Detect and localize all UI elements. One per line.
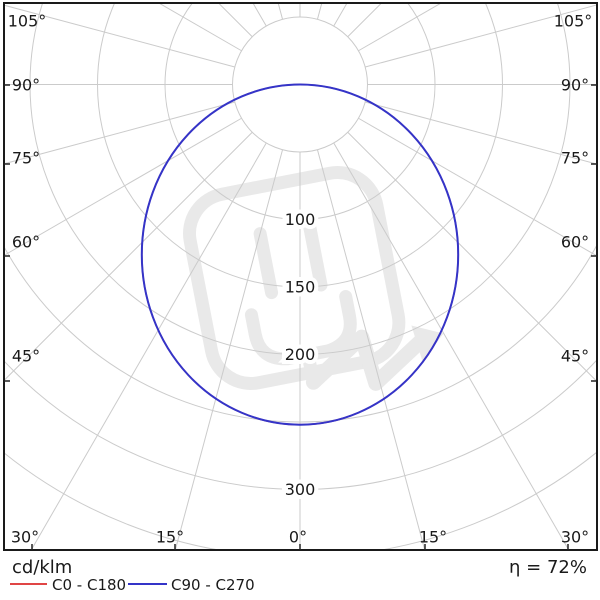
efficiency-value: η = 72% <box>509 557 587 578</box>
ring-value-label: 150 <box>285 278 316 297</box>
angle-label-right: 90° <box>561 76 589 95</box>
legend: C0 - C180 C90 - C270 <box>0 576 600 596</box>
angle-label-bottom: 15° <box>419 528 447 547</box>
angle-label-right: 45° <box>561 347 589 366</box>
angle-label-left: 90° <box>12 76 40 95</box>
unit-label: cd/klm <box>12 557 73 578</box>
plug-logo-watermark <box>183 166 444 391</box>
angle-label-right: 75° <box>561 149 589 168</box>
angle-label-left: 105° <box>8 12 47 31</box>
frame-ticks <box>4 84 597 550</box>
angle-label-right: 105° <box>554 12 593 31</box>
angle-label-right: 60° <box>561 233 589 252</box>
ring-value-label: 300 <box>285 480 316 499</box>
legend-label-c90-c270: C90 - C270 <box>171 576 255 594</box>
ring-value-label: 200 <box>285 345 316 364</box>
ring-value-label: 100 <box>285 210 316 229</box>
angle-label-bottom: 15° <box>156 528 184 547</box>
intensity-curves <box>140 83 460 426</box>
angle-label-left: 60° <box>12 233 40 252</box>
legend-swatch-c0-c180 <box>10 583 47 585</box>
curve-C90-C270 <box>140 83 460 426</box>
angle-label-left: 30° <box>11 528 39 547</box>
angle-label-left: 45° <box>12 347 40 366</box>
angle-label-bottom: 0° <box>289 528 307 547</box>
legend-label-c0-c180: C0 - C180 <box>52 576 127 594</box>
angle-label-left: 75° <box>12 149 40 168</box>
legend-swatch-c90-c270 <box>128 583 167 585</box>
angle-label-right: 30° <box>561 528 589 547</box>
